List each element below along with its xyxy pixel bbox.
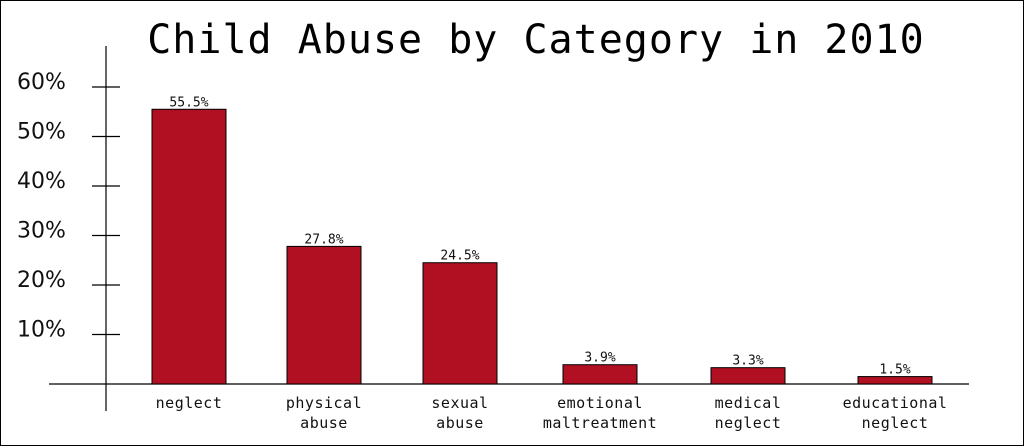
data-label: 27.8% [304,232,343,247]
x-tick-label: neglect [862,414,929,432]
x-tick-label: abuse [300,414,348,432]
bar [151,108,227,385]
bar [857,376,933,385]
x-tick-label: medical [715,394,782,412]
x-tick-label: emotional [557,394,643,412]
bar [710,367,786,385]
x-tick-label: physical [286,394,362,412]
bar [562,364,638,385]
y-tick-label: 20% [17,268,66,293]
data-label: 24.5% [440,249,479,264]
y-tick-label: 60% [17,70,66,95]
bar [422,262,498,385]
x-tick-labels: neglect physical abuse sexual abuse emotional… [156,394,948,432]
data-label: 1.5% [879,363,910,378]
bars [151,108,933,385]
bar [286,245,362,385]
y-tick-label: 30% [17,219,66,244]
x-tick-label: sexual [431,394,488,412]
y-tick-label: 40% [17,169,66,194]
data-label: 3.9% [584,351,615,366]
y-tick-label: 50% [17,120,66,145]
x-tick-label: educational [843,394,948,412]
data-label: 55.5% [169,95,208,110]
x-tick-label: maltreatment [543,414,657,432]
y-tick-label: 10% [17,318,66,343]
data-labels: 55.5% 27.8% 24.5% 3.9% 3.3% 1.5% [169,95,910,377]
data-label: 3.3% [732,354,763,369]
x-tick-label: neglect [156,394,223,412]
y-tick-labels: 10% 20% 30% 40% 50% 60% [17,70,66,343]
chart-title: Child Abuse by Category in 2010 [147,17,925,63]
x-tick-label: neglect [715,414,782,432]
x-tick-label: abuse [436,414,484,432]
